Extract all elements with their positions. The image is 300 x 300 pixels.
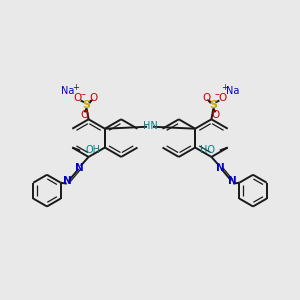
Text: O: O <box>89 94 98 103</box>
Text: –: – <box>215 89 220 100</box>
Text: O: O <box>74 94 82 103</box>
Text: N: N <box>75 163 84 173</box>
Text: Na: Na <box>61 85 74 96</box>
Text: N: N <box>216 163 225 173</box>
Text: HO: HO <box>200 146 215 155</box>
Text: –: – <box>80 89 85 100</box>
Text: +: + <box>221 83 228 92</box>
Text: HN: HN <box>142 121 158 131</box>
Text: N: N <box>228 176 237 186</box>
Text: O: O <box>202 94 211 103</box>
Text: O: O <box>218 94 226 103</box>
Text: N: N <box>63 176 72 186</box>
Text: +: + <box>72 83 79 92</box>
Text: O: O <box>80 110 89 120</box>
Text: Na: Na <box>226 85 239 96</box>
Text: S: S <box>82 100 91 110</box>
Text: S: S <box>209 100 217 110</box>
Text: OH: OH <box>85 146 100 155</box>
Text: O: O <box>211 110 220 120</box>
